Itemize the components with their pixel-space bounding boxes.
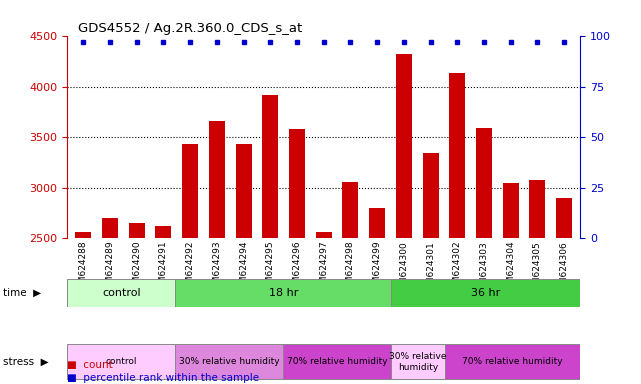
Bar [529,180,545,238]
Bar [369,208,385,238]
Bar [316,232,332,238]
Text: 36 hr: 36 hr [471,288,500,298]
Bar [175,344,283,379]
Bar [342,182,358,238]
Text: 30% relative humidity: 30% relative humidity [179,358,279,366]
Text: stress  ▶: stress ▶ [3,357,49,367]
Bar [67,279,175,306]
Text: ■  count: ■ count [67,360,113,370]
Text: ■  percentile rank within the sample: ■ percentile rank within the sample [67,373,260,383]
Text: time  ▶: time ▶ [3,288,41,298]
Bar [262,95,278,238]
Bar [102,218,118,238]
Text: 18 hr: 18 hr [269,288,298,298]
Bar [391,279,580,306]
Text: control: control [102,288,140,298]
Text: GDS4552 / Ag.2R.360.0_CDS_s_at: GDS4552 / Ag.2R.360.0_CDS_s_at [78,22,302,35]
Bar [289,129,305,238]
Bar [67,344,175,379]
Bar [156,226,172,238]
Bar [129,223,145,238]
Text: 30% relative
humidity: 30% relative humidity [390,352,447,372]
Text: control: control [106,358,137,366]
Bar [209,121,225,238]
Bar [396,54,412,238]
Bar [76,232,92,238]
Text: 70% relative humidity: 70% relative humidity [462,358,563,366]
Bar [503,183,519,238]
Bar [556,198,572,238]
Bar [391,344,445,379]
Bar [445,344,580,379]
Bar [422,153,438,238]
Bar [236,144,252,238]
Bar [175,279,391,306]
Bar [283,344,391,379]
Bar [182,144,198,238]
Text: 70% relative humidity: 70% relative humidity [287,358,388,366]
Bar [449,73,465,238]
Bar [476,128,492,238]
